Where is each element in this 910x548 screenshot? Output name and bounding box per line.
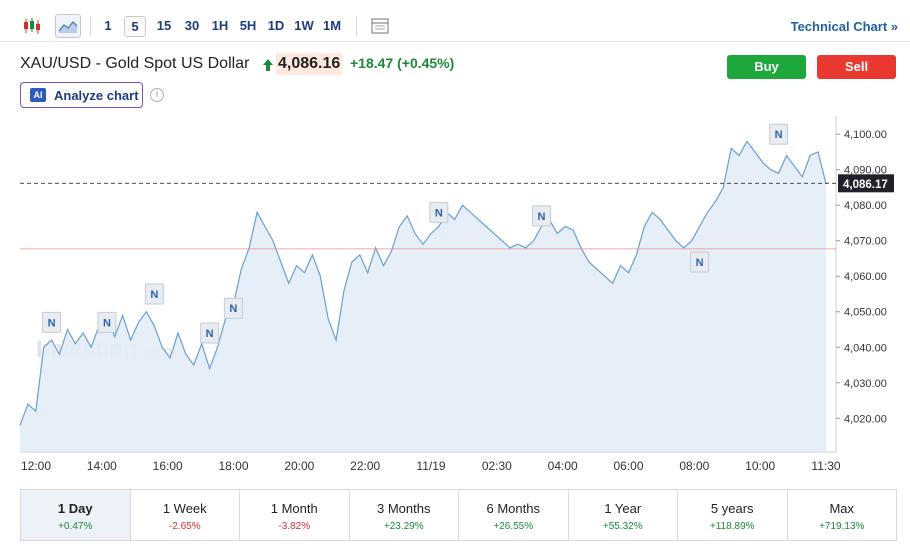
price-chart[interactable]: 4,020.00 4,030.00 4,040.00 4,050.00 4,060.00…	[0, 116, 910, 476]
sell-button[interactable]: Sell	[817, 55, 896, 79]
period-label: 1 Week	[162, 501, 207, 516]
y-tick-label: 4,060.00	[844, 271, 887, 283]
last-price: 4,086.16	[276, 53, 343, 75]
analyze-chart-button[interactable]: AI Analyze chart	[20, 82, 143, 108]
period-change: +0.47%	[58, 521, 93, 532]
info-icon[interactable]: i	[150, 88, 164, 102]
period-label: 1 Month	[270, 501, 318, 516]
interval-15[interactable]: 15	[156, 18, 172, 33]
y-tick-label: 4,100.00	[844, 129, 887, 141]
news-marker[interactable]	[690, 251, 710, 273]
instrument-name: XAU/USD - Gold Spot US Dollar	[20, 55, 250, 72]
x-tick-label: 11/19	[416, 459, 445, 473]
y-tick-label: 4,050.00	[844, 307, 887, 319]
period-change: +26.55%	[493, 521, 534, 532]
news-marker[interactable]	[200, 322, 220, 344]
x-tick-label: 04:00	[548, 459, 578, 473]
news-marker-label: N	[696, 257, 704, 269]
news-marker[interactable]	[532, 205, 552, 227]
x-tick-label: 12:00	[21, 459, 51, 473]
news-marker-label: N	[435, 207, 443, 219]
period-change: +23.29%	[383, 521, 424, 532]
period-label: 3 Months	[377, 501, 431, 516]
price-line	[19, 140, 827, 426]
news-marker[interactable]	[42, 311, 62, 333]
period-1-week[interactable]: 1 Week -2.65%	[131, 490, 240, 540]
chart-toolbar: 1 5 15 30 1H 5H 1D 1W 1M Technical Chart…	[0, 0, 910, 42]
x-tick-label: 18:00	[218, 459, 248, 473]
area-chart-icon[interactable]	[55, 14, 81, 38]
last-price-tag	[838, 174, 894, 193]
news-marker-label: N	[103, 317, 111, 329]
y-tick-label: 4,020.00	[844, 413, 887, 425]
interval-1w[interactable]: 1W	[294, 18, 314, 33]
y-tick-label: 4,070.00	[844, 236, 887, 248]
ai-icon: AI	[30, 88, 46, 102]
analyze-chart-label: Analyze chart	[54, 87, 139, 103]
y-tick-label: 4,080.00	[844, 200, 887, 212]
interval-1[interactable]: 1	[104, 18, 112, 33]
interval-1h[interactable]: 1H	[211, 18, 229, 33]
period-change: -2.65%	[168, 521, 201, 532]
toolbar-divider	[90, 16, 91, 36]
x-tick-label: 22:00	[350, 459, 380, 473]
news-marker-label: N	[206, 328, 214, 340]
x-tick-label: 02:30	[482, 459, 512, 473]
x-tick-label: 20:00	[284, 459, 314, 473]
toolbar-divider	[356, 16, 357, 36]
price-change: +18.47 (+0.45%)	[350, 55, 455, 71]
news-marker-label: N	[775, 129, 783, 141]
y-tick-label: 4,040.00	[844, 342, 887, 354]
x-tick-label: 08:00	[679, 459, 709, 473]
period-1-day[interactable]: 1 Day +0.47%	[21, 490, 131, 540]
news-marker[interactable]	[769, 123, 789, 145]
interval-1d[interactable]: 1D	[267, 18, 285, 33]
period-change: +719.13%	[819, 521, 865, 532]
price-area	[20, 141, 826, 453]
x-tick-label: 11:30	[811, 459, 840, 473]
period-1-year[interactable]: 1 Year +55.32%	[569, 490, 678, 540]
period-label: 6 Months	[486, 501, 540, 516]
up-arrow-icon	[263, 59, 273, 71]
period-6-months[interactable]: 6 Months +26.55%	[459, 490, 569, 540]
interval-5[interactable]: 5	[124, 16, 146, 37]
period-5-years[interactable]: 5 years +118.89%	[678, 490, 788, 540]
news-marker-label: N	[48, 317, 56, 329]
period-label: Max	[829, 501, 855, 516]
y-tick-label: 4,090.00	[844, 165, 887, 177]
period-label: 1 Year	[604, 501, 642, 516]
period-change: -3.82%	[278, 521, 311, 532]
period-change: +118.89%	[709, 521, 755, 532]
x-tick-label: 16:00	[153, 459, 183, 473]
period-1-month[interactable]: 1 Month -3.82%	[240, 490, 350, 540]
news-marker[interactable]	[223, 297, 243, 319]
news-marker-label: N	[229, 303, 237, 315]
last-price-tag-label: 4,086.17	[843, 179, 888, 191]
period-3-months[interactable]: 3 Months +23.29%	[350, 490, 459, 540]
news-marker-label: N	[538, 211, 546, 223]
layout-icon[interactable]	[368, 14, 392, 38]
x-tick-label: 10:00	[745, 459, 775, 473]
x-tick-label: 14:00	[87, 459, 117, 473]
candlestick-icon[interactable]	[20, 14, 44, 38]
interval-1m[interactable]: 1M	[322, 18, 342, 33]
technical-chart-link[interactable]: Technical Chart »	[790, 19, 898, 34]
period-label: 1 Day	[57, 501, 93, 516]
y-tick-label: 4,030.00	[844, 378, 887, 390]
buy-button[interactable]: Buy	[727, 55, 806, 79]
period-change: +55.32%	[602, 521, 643, 532]
period-performance-table: 1 Day +0.47% 1 Week -2.65% 1 Month -3.82…	[20, 489, 897, 541]
news-marker[interactable]	[97, 311, 117, 333]
interval-5h[interactable]: 5H	[239, 18, 257, 33]
period-max[interactable]: Max +719.13%	[788, 490, 897, 540]
interval-30[interactable]: 30	[184, 18, 200, 33]
news-marker[interactable]	[429, 201, 449, 223]
x-tick-label: 06:00	[613, 459, 643, 473]
period-label: 5 years	[710, 501, 754, 516]
news-marker[interactable]	[144, 283, 164, 305]
news-marker-label: N	[150, 289, 158, 301]
